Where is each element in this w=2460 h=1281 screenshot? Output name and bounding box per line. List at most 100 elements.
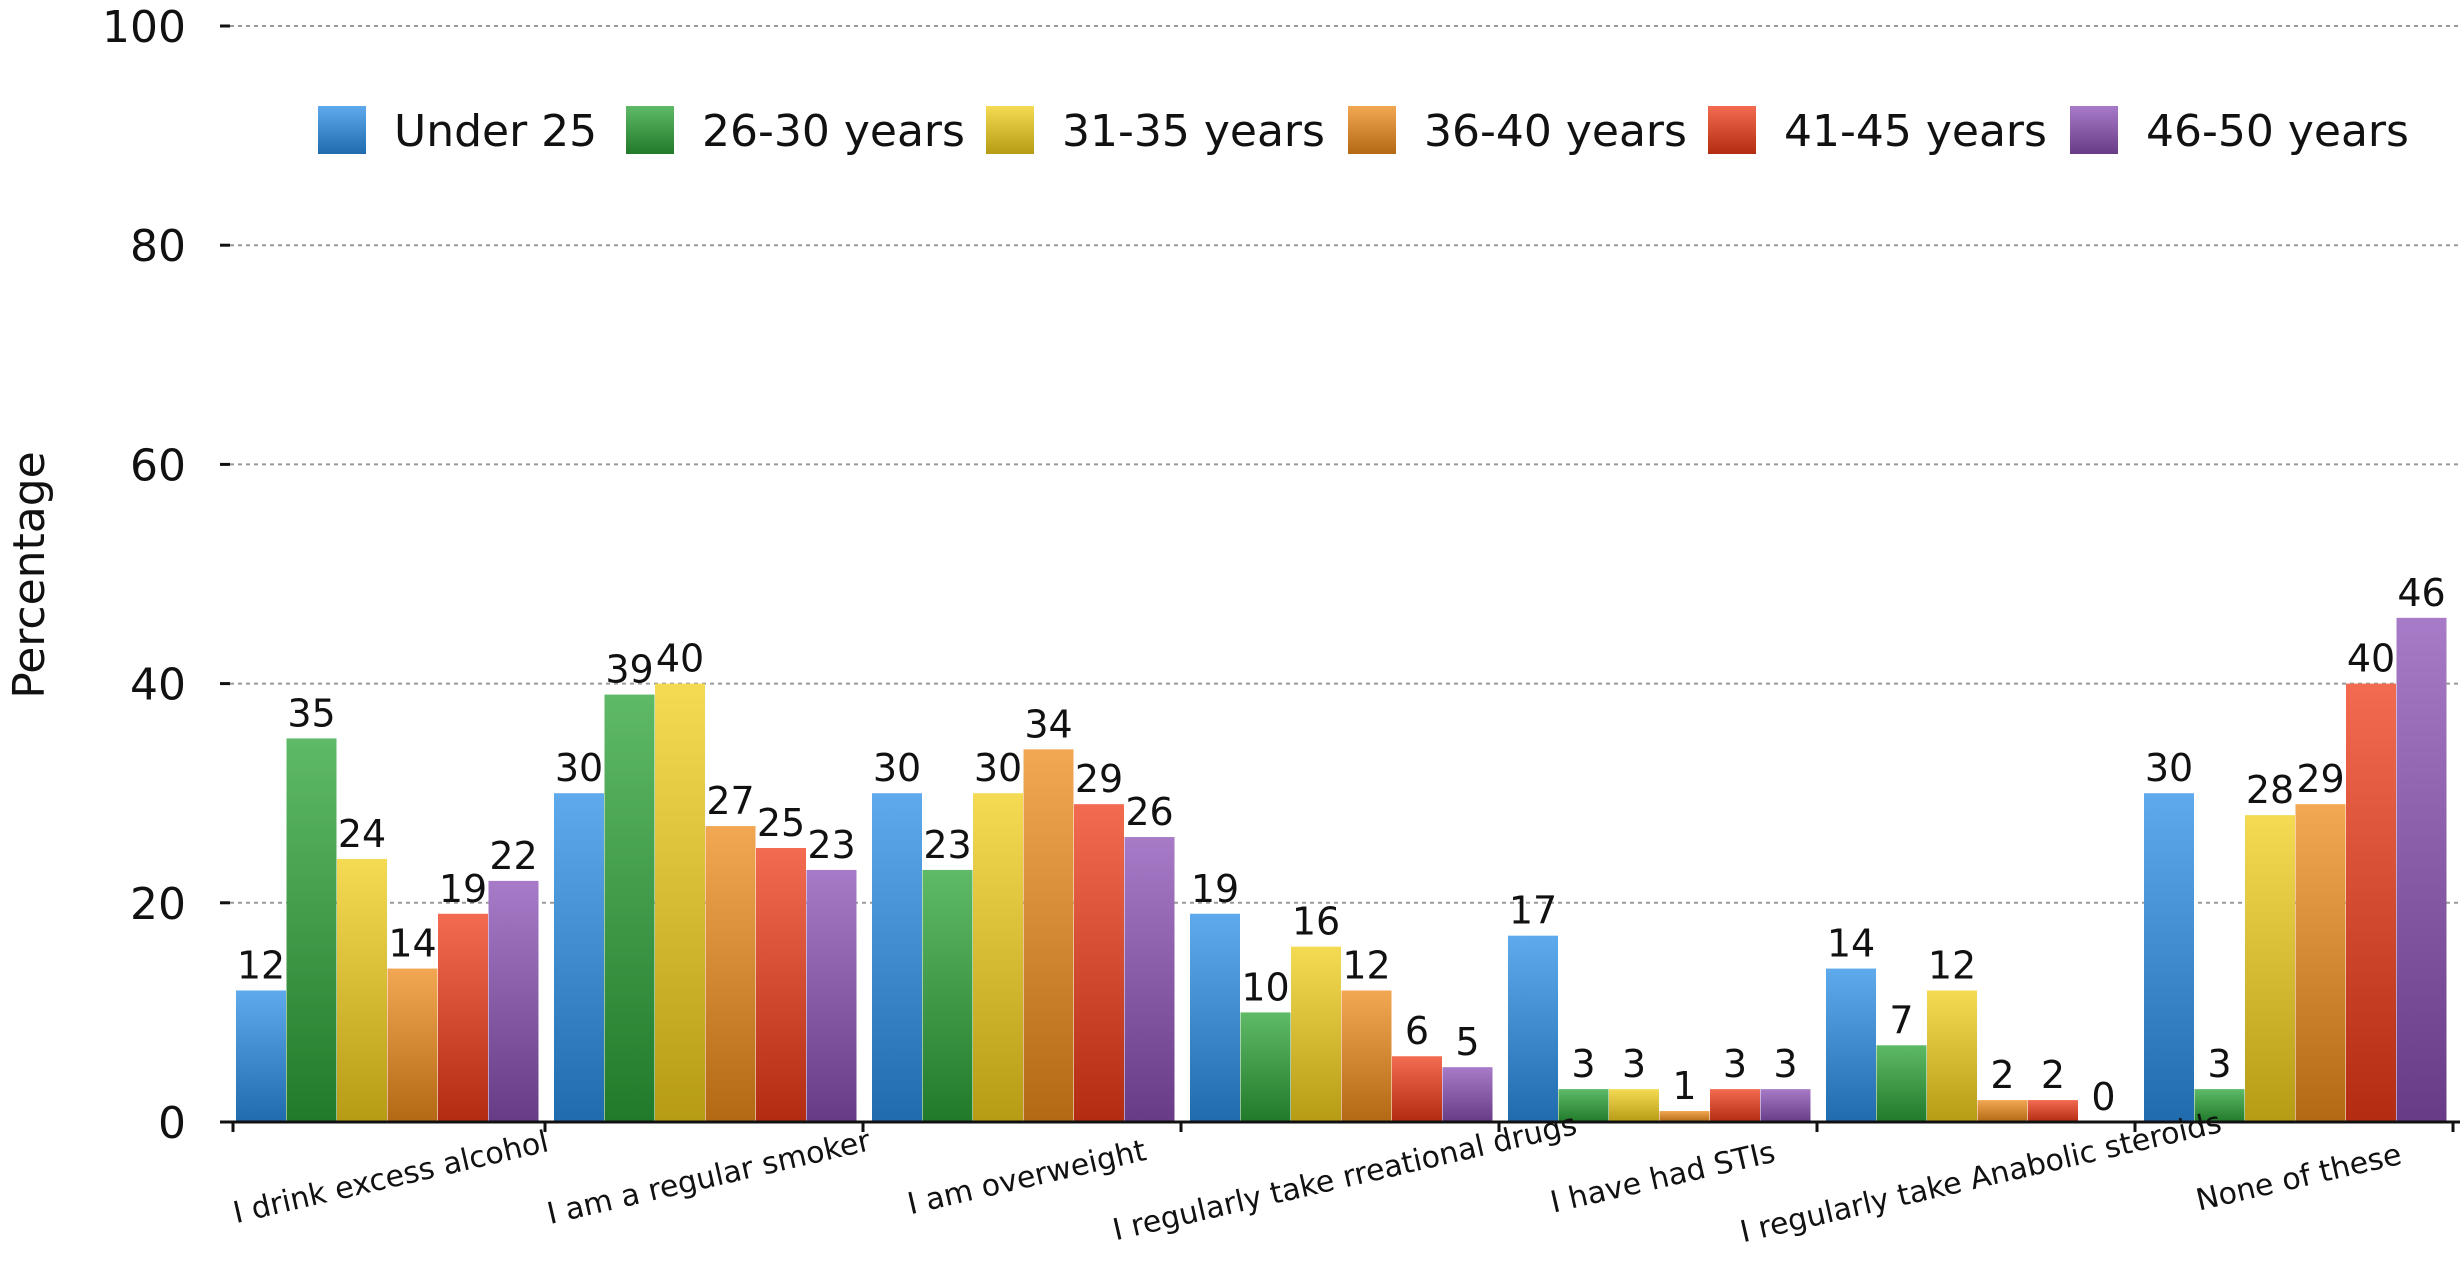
- bar: [1609, 1089, 1659, 1122]
- data-label: 3: [1723, 1042, 1747, 1086]
- bar: [1442, 1067, 1493, 1122]
- bar: [1074, 804, 1124, 1122]
- y-tick-label: 0: [158, 1098, 186, 1149]
- bar: [655, 683, 705, 1122]
- data-label: 34: [1024, 702, 1072, 746]
- data-label: 1: [1672, 1064, 1696, 1108]
- y-axis-ticks: 0 20 40 60 80 100: [102, 2, 230, 1149]
- bar: [337, 858, 387, 1122]
- data-label: 12: [237, 943, 285, 987]
- data-label: 24: [338, 812, 386, 856]
- y-axis-title: Percentage: [4, 451, 55, 699]
- data-label: 0: [2091, 1075, 2115, 1119]
- data-label: 19: [1191, 867, 1239, 911]
- legend-swatch: [318, 106, 366, 154]
- legend-item: 26-30 years: [626, 106, 965, 157]
- data-label: 6: [1405, 1009, 1429, 1053]
- x-axis: [230, 1120, 2460, 1132]
- legend: Under 25 26-30 years 31-35 years 36-40 year…: [318, 106, 2409, 157]
- bar: [806, 869, 857, 1122]
- bars: [236, 617, 2447, 1122]
- legend-label: 36-40 years: [1424, 106, 1687, 157]
- bar: [2245, 815, 2295, 1122]
- data-label: 3: [1571, 1042, 1595, 1086]
- data-label: 26: [1125, 790, 1173, 834]
- bar: [1659, 1111, 1710, 1122]
- bar: [387, 968, 438, 1122]
- data-label: 16: [1292, 900, 1340, 944]
- bar: [2295, 804, 2346, 1122]
- data-label: 3: [1622, 1042, 1646, 1086]
- y-tick-label: 40: [130, 660, 186, 711]
- gridlines: [230, 25, 2460, 904]
- bar: [1124, 837, 1175, 1122]
- category-label: I regularly take Anabolic steroids: [1737, 1105, 2225, 1250]
- data-label: 22: [489, 834, 537, 878]
- legend-swatch: [1348, 106, 1396, 154]
- data-label: 19: [439, 867, 487, 911]
- y-tick-label: 60: [130, 440, 186, 491]
- bar: [1291, 946, 1341, 1122]
- legend-item: 31-35 years: [986, 106, 1325, 157]
- bar: [922, 869, 973, 1122]
- bar: [2144, 793, 2194, 1122]
- data-label: 3: [2207, 1042, 2231, 1086]
- category-label: I am a regular smoker: [544, 1123, 875, 1232]
- bar: [705, 826, 756, 1122]
- bar: [1341, 990, 1392, 1122]
- data-label: 46: [2397, 571, 2445, 615]
- data-label: 29: [2296, 757, 2344, 801]
- bar: [2396, 617, 2447, 1122]
- legend-swatch: [1708, 106, 1756, 154]
- bar: [2028, 1100, 2078, 1122]
- bar: [1876, 1045, 1927, 1122]
- legend-label: 31-35 years: [1062, 106, 1325, 157]
- category-label: I have had STIs: [1547, 1135, 1778, 1221]
- data-label: 35: [287, 691, 335, 735]
- data-label: 17: [1509, 889, 1557, 933]
- legend-label: 41-45 years: [1784, 106, 2047, 157]
- bar: [604, 694, 655, 1122]
- bar: [554, 793, 604, 1122]
- bar: [2194, 1089, 2245, 1122]
- bar: [1190, 913, 1240, 1122]
- y-tick-label: 80: [130, 221, 186, 272]
- legend-label: Under 25: [394, 106, 597, 157]
- legend-label: 46-50 years: [2146, 106, 2409, 157]
- data-label: 29: [1075, 757, 1123, 801]
- y-tick-label: 100: [102, 2, 186, 53]
- bar: [286, 738, 337, 1122]
- data-label: 30: [974, 746, 1022, 790]
- category-label: None of these: [2193, 1137, 2405, 1218]
- legend-item: 36-40 years: [1348, 106, 1687, 157]
- data-label: 12: [1342, 943, 1390, 987]
- bar: [872, 793, 922, 1122]
- legend-label: 26-30 years: [702, 106, 965, 157]
- legend-swatch: [986, 106, 1034, 154]
- data-label: 14: [1827, 922, 1875, 966]
- data-label: 10: [1241, 965, 1289, 1009]
- bar: [1977, 1100, 2028, 1122]
- data-label: 39: [605, 648, 653, 692]
- data-label: 23: [923, 823, 971, 867]
- y-tick-label: 20: [130, 879, 186, 930]
- data-label: 30: [2145, 746, 2193, 790]
- data-label: 28: [2246, 768, 2294, 812]
- bar: [438, 913, 488, 1122]
- data-label: 25: [757, 801, 805, 845]
- data-label: 7: [1889, 998, 1913, 1042]
- data-label: 5: [1455, 1020, 1479, 1064]
- legend-swatch: [2070, 106, 2118, 154]
- data-label: 2: [1990, 1053, 2014, 1097]
- data-label: 27: [706, 779, 754, 823]
- legend-item: Under 25: [318, 106, 597, 157]
- bar: [1558, 1089, 1609, 1122]
- data-label: 40: [2347, 637, 2395, 681]
- category-label: I am overweight: [904, 1133, 1149, 1222]
- bar: [1760, 1089, 1811, 1122]
- data-label: 12: [1928, 943, 1976, 987]
- bar: [1826, 968, 1876, 1122]
